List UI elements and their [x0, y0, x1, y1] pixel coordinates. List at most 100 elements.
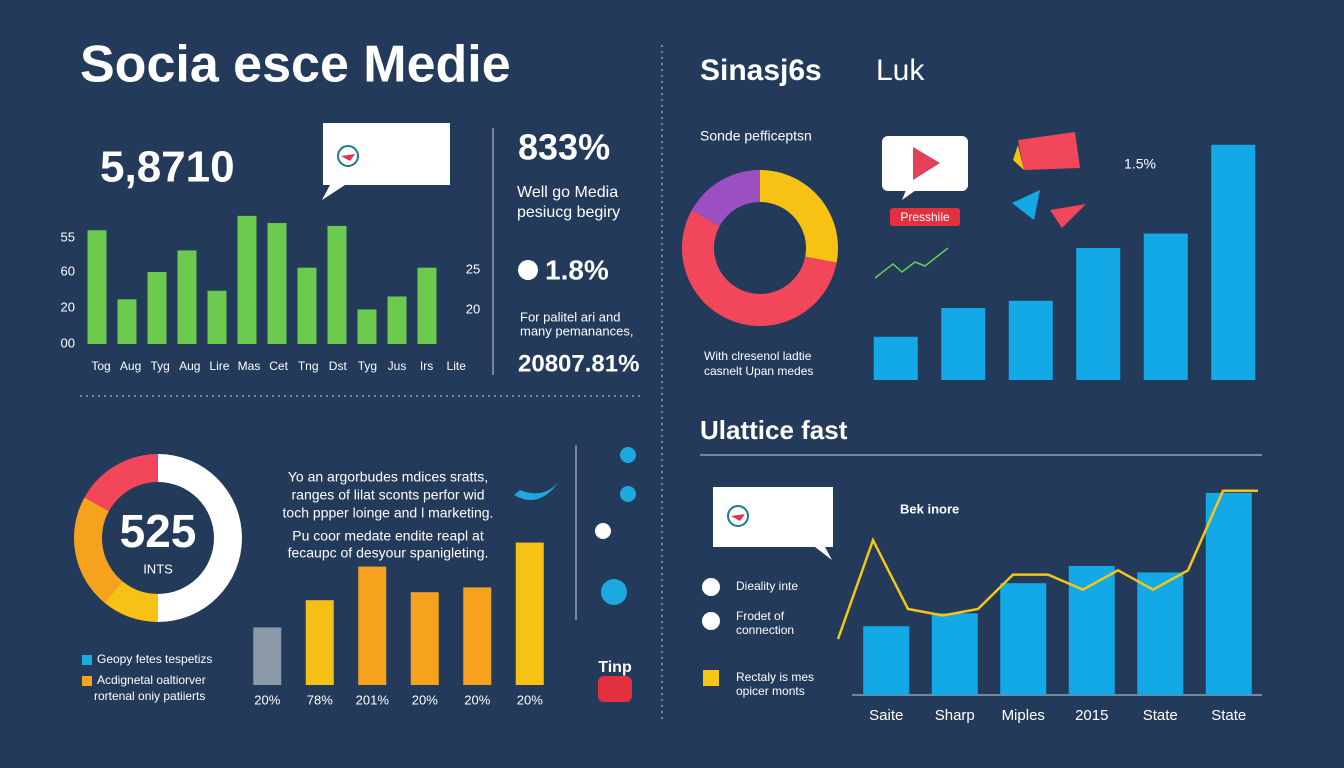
y-tick-label: 20 — [61, 299, 75, 314]
x-tick-label: 2015 — [1075, 707, 1108, 724]
flag-icon — [1012, 190, 1040, 220]
bird-icon — [514, 480, 560, 500]
legend-label: Frodet of — [736, 609, 785, 623]
bar — [1008, 300, 1053, 380]
bar — [87, 230, 107, 344]
callout-value: 36% — [367, 140, 423, 171]
icon — [727, 505, 749, 527]
bar — [931, 613, 978, 695]
legend-label: Rectaly is mes — [736, 670, 814, 684]
x-tick-label: 20% — [254, 692, 280, 707]
legend-label: Acdignetal oaltiorver — [97, 673, 206, 687]
social-icon — [601, 579, 627, 605]
x-tick-label: Tyg — [151, 359, 170, 373]
icon-text: Tinp — [598, 659, 632, 676]
social-icon — [620, 447, 636, 463]
bar — [297, 267, 317, 344]
callout-title: Lnecit Ltke — [374, 129, 423, 140]
bar — [1000, 583, 1047, 695]
bar — [941, 308, 986, 380]
bar — [1076, 248, 1121, 380]
stat-text: For palitel ari and — [520, 309, 620, 324]
paragraph: toch ppper loinge and l marketing. — [283, 505, 494, 521]
icon — [341, 154, 355, 161]
social-icon — [620, 486, 636, 502]
badge — [890, 208, 960, 226]
donut-segment — [158, 454, 242, 622]
bar — [1211, 144, 1256, 380]
label: 1.5% — [1124, 156, 1156, 172]
big-number: 5,8710 — [100, 143, 235, 192]
x-tick-label: Aug — [179, 359, 200, 373]
callout-unit: Urts — [425, 165, 443, 176]
paragraph: ranges of lilat sconts perfor wid — [292, 487, 485, 503]
x-tick-label: Lite — [447, 359, 467, 373]
note: casnelt Upan medes — [704, 364, 813, 378]
stat-value: 20807.81% — [518, 350, 639, 377]
title: Luk — [876, 54, 925, 87]
flag-icon — [1013, 145, 1024, 170]
stat-value: 833% — [518, 127, 610, 168]
donut-segment — [104, 581, 158, 622]
line — [836, 489, 1258, 640]
legend-icon — [702, 612, 720, 630]
callout-tail — [815, 547, 832, 560]
callout-title: Sisdes — [761, 489, 789, 499]
x-tick-label: Miples — [1002, 707, 1045, 724]
badge-text: Presshile — [900, 210, 950, 224]
x-tick-label: State — [1211, 707, 1246, 724]
sparkline — [874, 247, 949, 279]
x-tick-label: 20% — [464, 692, 490, 707]
bar — [1137, 572, 1184, 695]
donut-center: INTS — [143, 561, 173, 576]
bar — [253, 627, 282, 685]
callout-value: 165% — [747, 501, 814, 531]
bar — [358, 566, 387, 685]
bar — [417, 267, 437, 344]
donut-center: 525 — [120, 505, 197, 557]
legend-swatch — [82, 676, 92, 686]
bar — [267, 223, 287, 344]
icon — [337, 145, 359, 167]
x-tick-label: Aug — [120, 359, 141, 373]
legend-label: opicer monts — [736, 684, 805, 698]
y-tick-label: 60 — [61, 263, 75, 278]
social-icon — [595, 523, 611, 539]
callout-box — [323, 123, 450, 185]
bar — [207, 290, 227, 344]
chart-title: Sonde pefficeptsn — [700, 128, 812, 144]
stat-text: Well go Media — [517, 184, 618, 201]
icon — [731, 514, 745, 521]
legend-label: Geopy fetes tespetizs — [97, 652, 212, 666]
bar — [1205, 492, 1252, 695]
y-tick-label: 20 — [466, 301, 480, 316]
chart-title: Ulattice fast — [700, 415, 848, 445]
y-tick-label: 25 — [466, 261, 480, 276]
donut-segment — [74, 497, 123, 603]
callout-tail — [322, 185, 345, 200]
x-tick-label: Tng — [298, 359, 319, 373]
flag-icon — [1018, 132, 1080, 170]
bar — [863, 626, 910, 695]
paragraph: Yo an argorbudes mdices sratts, — [288, 469, 488, 485]
bar — [147, 272, 167, 344]
legend-label: Dieality inte — [736, 579, 798, 593]
x-tick-label: Lire — [209, 359, 229, 373]
donut-segment — [760, 170, 839, 263]
x-tick-label: Cet — [269, 359, 288, 373]
stat-text: many pemanances, — [520, 323, 633, 338]
bar — [387, 296, 407, 344]
x-tick-label: Mas — [238, 359, 261, 373]
paragraph: fecaupc of desyour spanigleting. — [288, 545, 489, 561]
legend-swatch — [82, 655, 92, 665]
paragraph: Pu coor medate endite reapl at — [292, 528, 484, 544]
title: Socia esce Medie — [80, 36, 511, 94]
bar — [873, 336, 918, 380]
x-tick-label: Dst — [329, 359, 348, 373]
donut-segment — [84, 454, 158, 512]
icon — [518, 260, 538, 280]
bar — [177, 250, 197, 344]
x-tick-label: 20% — [517, 692, 543, 707]
